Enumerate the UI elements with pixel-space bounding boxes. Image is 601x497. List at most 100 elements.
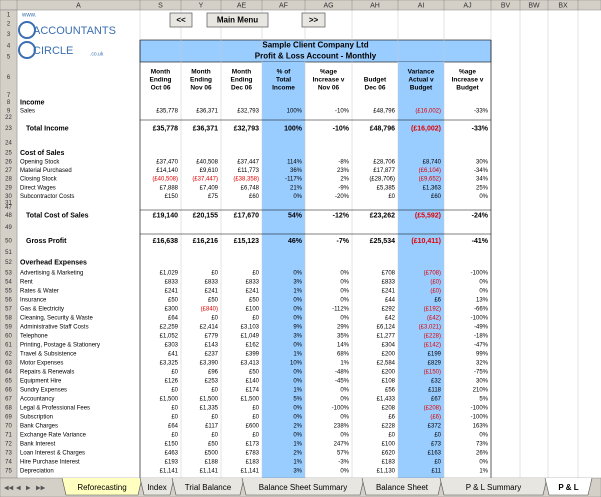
cell-value: £829 bbox=[428, 361, 442, 367]
cell-value: £833 bbox=[205, 280, 219, 286]
row-label: Sundry Expenses bbox=[20, 388, 67, 394]
row-number: 66 bbox=[5, 388, 12, 394]
row-number: 54 bbox=[5, 280, 12, 286]
column-heading: Budget bbox=[364, 77, 387, 84]
row-number: 22 bbox=[5, 115, 12, 121]
cell-value: £64 bbox=[168, 424, 179, 430]
cell-value: -8% bbox=[338, 160, 349, 166]
row-number: 7 bbox=[7, 93, 11, 99]
sheet-tab[interactable] bbox=[139, 477, 175, 496]
cell-value: 5% bbox=[479, 397, 488, 403]
cell-value: 0% bbox=[340, 397, 349, 403]
sheet-tab-label[interactable]: Balance Sheet Summary bbox=[259, 483, 348, 492]
cell-value: £0 bbox=[434, 460, 441, 466]
row-label: Direct Wages bbox=[20, 186, 56, 192]
cell-value: (£28,706) bbox=[369, 177, 395, 183]
cell-value: £60 bbox=[249, 194, 260, 200]
tab-scroll[interactable]: ▶ bbox=[26, 486, 31, 492]
row-label: Gas & Electricity bbox=[20, 307, 64, 313]
row-number: 6 bbox=[7, 75, 11, 81]
column-heading: Ending bbox=[190, 77, 212, 84]
sheet-tab[interactable] bbox=[439, 477, 548, 496]
cell-value: (£38,358) bbox=[233, 177, 259, 183]
cell-value: £11,773 bbox=[238, 168, 260, 174]
cell-value: £183 bbox=[246, 460, 260, 466]
cell-value: £0 bbox=[252, 271, 259, 277]
sheet-tab-label[interactable]: Balance Sheet bbox=[376, 483, 429, 492]
cell-value: -7% bbox=[337, 238, 350, 245]
row-label: Sales bbox=[20, 109, 35, 115]
cell-value: (£10,411) bbox=[411, 238, 441, 245]
cell-value: £303 bbox=[165, 343, 179, 349]
sheet-tab[interactable] bbox=[241, 477, 365, 496]
cell-value: -100% bbox=[471, 271, 489, 277]
cell-value: £35,778 bbox=[156, 109, 178, 115]
cell-value: -45% bbox=[335, 379, 350, 385]
sheet-tab-label[interactable]: Reforecasting bbox=[77, 483, 126, 492]
sheet-tab[interactable] bbox=[61, 477, 143, 496]
nav-button-label[interactable]: << bbox=[176, 16, 186, 25]
cell-value: £1,130 bbox=[377, 469, 396, 475]
nav-button[interactable] bbox=[169, 12, 193, 28]
sheet-tab-label[interactable]: Trial Balance bbox=[185, 483, 232, 492]
row-number: 74 bbox=[5, 460, 12, 466]
tab-scroll[interactable]: ◀ bbox=[16, 486, 21, 492]
cell-value: 3% bbox=[293, 469, 302, 475]
nav-button-label[interactable]: >> bbox=[309, 16, 319, 25]
column-heading: Variance bbox=[408, 69, 435, 76]
cell-value: £163 bbox=[428, 451, 442, 457]
nav-button[interactable] bbox=[301, 12, 326, 28]
cell-value: 0% bbox=[340, 469, 349, 475]
cell-value: £50 bbox=[249, 298, 260, 304]
sheet-tab[interactable] bbox=[544, 477, 593, 496]
column-letter: BV bbox=[501, 2, 511, 9]
column-letter: BW bbox=[528, 2, 540, 9]
cell-value: £118 bbox=[428, 388, 442, 394]
row-label: Motor Expenses bbox=[20, 361, 63, 367]
sheet-tab[interactable] bbox=[361, 477, 443, 496]
row-number: 26 bbox=[5, 160, 12, 166]
cell-value: £1,500 bbox=[200, 397, 219, 403]
cell-value: (£3,021) bbox=[419, 325, 441, 331]
report-company: Sample Client Company Ltd bbox=[262, 41, 368, 50]
cell-value: (£840) bbox=[201, 307, 218, 313]
cell-value: £67 bbox=[431, 397, 442, 403]
column-heading: Increase v bbox=[452, 77, 484, 84]
row-label: Income bbox=[20, 99, 45, 106]
row-number: 47 bbox=[5, 205, 12, 211]
cell-value: -48% bbox=[335, 370, 350, 376]
cell-value: £100 bbox=[246, 307, 260, 313]
row-label: Subcontractor Costs bbox=[20, 194, 74, 200]
nav-button-label[interactable]: Main Menu bbox=[217, 16, 258, 25]
cell-value: £14,140 bbox=[156, 168, 178, 174]
cell-value: £3,390 bbox=[200, 361, 219, 367]
cell-value: £44 bbox=[385, 298, 396, 304]
cell-value: 30% bbox=[476, 379, 489, 385]
cell-value: -10% bbox=[335, 109, 350, 115]
column-letter: BX bbox=[558, 2, 568, 9]
cell-value: £48,796 bbox=[373, 109, 395, 115]
cell-value: £16,216 bbox=[193, 238, 218, 245]
sheet-tab-label[interactable]: Index bbox=[147, 483, 167, 492]
nav-button[interactable] bbox=[206, 12, 269, 28]
cell-value: -12% bbox=[333, 212, 350, 219]
row-number: 56 bbox=[5, 298, 12, 304]
sheet-tab-label[interactable]: P & L Summary bbox=[466, 483, 522, 492]
sheet-tab-label[interactable]: P & L bbox=[558, 483, 578, 492]
row-label: Depreciation bbox=[20, 469, 54, 475]
column-heading: % of bbox=[277, 69, 292, 76]
cell-value: £11 bbox=[431, 469, 441, 475]
row-number: 2 bbox=[7, 22, 11, 28]
cell-value: -33% bbox=[472, 125, 489, 132]
sheet-tab[interactable] bbox=[171, 477, 245, 496]
tab-scroll[interactable]: ▶▶ bbox=[36, 486, 46, 492]
row-label: Exchange Rate Variance bbox=[20, 433, 87, 439]
column-letter: AG bbox=[323, 2, 333, 9]
logo-www: www. bbox=[21, 13, 37, 19]
cell-value: 0% bbox=[340, 271, 349, 277]
column-heading: Month bbox=[151, 69, 171, 76]
column-letter: AH bbox=[370, 2, 380, 9]
tab-scroll[interactable]: ◀◀ bbox=[4, 486, 14, 492]
cell-value: 0% bbox=[479, 280, 488, 286]
